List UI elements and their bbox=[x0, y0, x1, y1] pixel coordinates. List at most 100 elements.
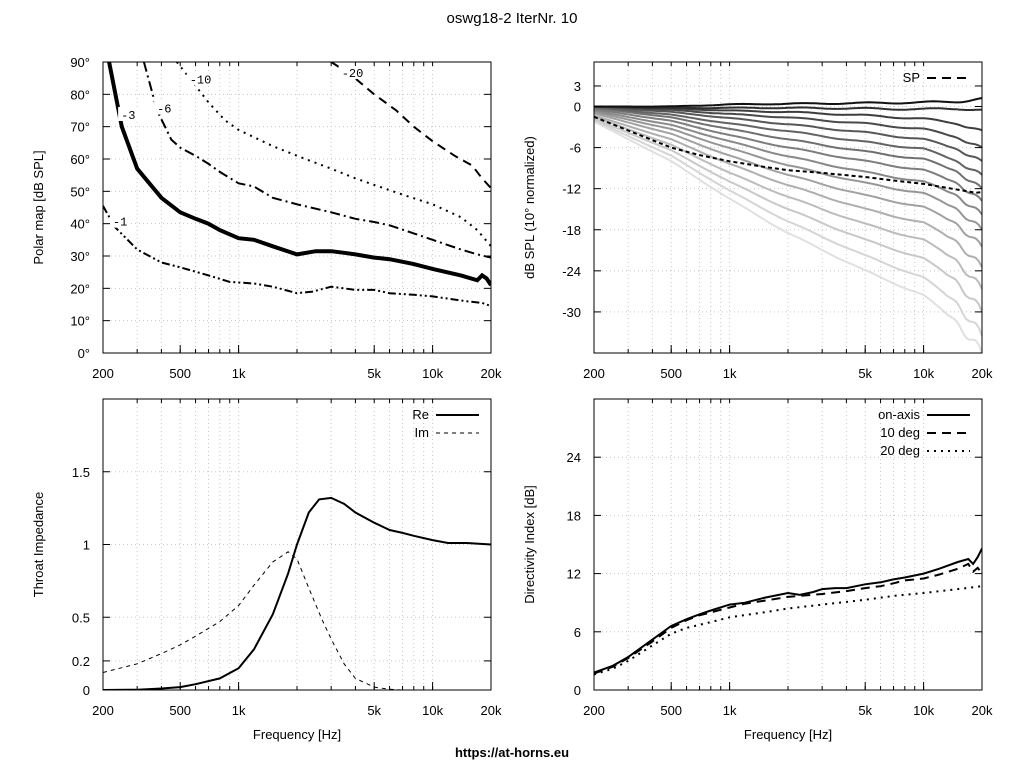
polar-angle-curve bbox=[594, 115, 982, 290]
spl-legend: SP bbox=[903, 70, 970, 85]
contour-label: -20 bbox=[342, 67, 364, 81]
polar-angle-curve bbox=[594, 111, 982, 231]
directivity-curves bbox=[594, 547, 982, 676]
polar-ticks: 0° 10° 20° 30° 40° 50° 60° 70° 80° 90° 200 500 1k 5k 1… bbox=[70, 55, 502, 381]
polar-angle-curve bbox=[594, 106, 982, 176]
contour-label-bg bbox=[338, 64, 368, 79]
impedance-real-curve bbox=[103, 496, 491, 690]
y-tick-label: 24 bbox=[567, 450, 581, 465]
contour-line bbox=[103, 205, 491, 308]
directivity-panel: 0 6 12 18 24 200 500 1k 5k 10k 20k on-axis 10 deg 20… bbox=[522, 398, 993, 742]
x-tick-label: 20k bbox=[481, 703, 502, 718]
impedance-ylabel: Throat Impedance bbox=[31, 492, 46, 598]
polar-curves bbox=[103, 62, 491, 308]
directivity-xlabel: Frequency [Hz] bbox=[744, 727, 832, 742]
polar-angle-curve bbox=[594, 112, 982, 248]
y-tick-label: 12 bbox=[567, 567, 581, 582]
polar-angle-curve bbox=[594, 105, 982, 162]
polar-angle-curve bbox=[594, 114, 982, 268]
polar-angle-curve bbox=[594, 105, 982, 111]
x-tick-label: 20k bbox=[481, 366, 502, 381]
contour-line bbox=[176, 62, 491, 247]
x-tick-label: 5k bbox=[367, 703, 381, 718]
x-tick-label: 10k bbox=[422, 703, 443, 718]
y-tick-label: -30 bbox=[562, 305, 581, 320]
contour-label-bg bbox=[109, 213, 131, 228]
y-tick-label: 1.5 bbox=[72, 465, 90, 480]
y-tick-label: 0 bbox=[574, 100, 581, 115]
y-tick-label: 0 bbox=[574, 683, 581, 698]
directivity-ticks: 0 6 12 18 24 200 500 1k 5k 10k 20k bbox=[567, 399, 993, 718]
directivity-legend: on-axis 10 deg 20 deg bbox=[878, 407, 970, 458]
x-tick-label: 20k bbox=[972, 366, 993, 381]
impedance-imag-curve bbox=[103, 551, 403, 690]
x-tick-label: 200 bbox=[92, 703, 114, 718]
impedance-ticks: 0 0.2 0.5 1 1.5 200 500 1k 5k 10k 20k bbox=[72, 399, 502, 718]
impedance-panel: 0 0.2 0.5 1 1.5 200 500 1k 5k 10k 20k Re Im Throat … bbox=[31, 398, 502, 742]
y-tick-label: 1 bbox=[83, 538, 90, 553]
polar-angle-curve bbox=[594, 105, 982, 149]
y-tick-label: 0.2 bbox=[72, 654, 90, 669]
directivity-curve bbox=[594, 585, 982, 676]
x-tick-label: 500 bbox=[169, 366, 191, 381]
contour-label-bg bbox=[186, 71, 216, 86]
y-tick-label: 0.5 bbox=[72, 610, 90, 625]
y-tick-label: 50° bbox=[70, 184, 90, 199]
y-tick-label: -18 bbox=[562, 223, 581, 238]
polar-contour-labels: -1 -3 -6 -10 -20 bbox=[109, 64, 368, 230]
y-tick-label: 18 bbox=[567, 508, 581, 523]
x-tick-label: 1k bbox=[723, 703, 737, 718]
figure-title: oswg18-2 IterNr. 10 bbox=[446, 10, 578, 27]
legend-label: Im bbox=[415, 425, 429, 440]
x-tick-label: 200 bbox=[583, 366, 605, 381]
directivity-curve bbox=[594, 562, 982, 675]
legend-label: 20 deg bbox=[880, 443, 920, 458]
contour-label: -6 bbox=[157, 103, 171, 117]
y-tick-label: 80° bbox=[70, 87, 90, 102]
y-tick-label: -6 bbox=[569, 141, 581, 156]
y-tick-label: 6 bbox=[574, 625, 581, 640]
y-tick-label: 70° bbox=[70, 120, 90, 135]
y-tick-label: 60° bbox=[70, 152, 90, 167]
contour-label: -10 bbox=[190, 73, 212, 87]
directivity-ylabel: Directivity Index [dB] bbox=[522, 485, 537, 604]
polar-angle-curve bbox=[594, 117, 982, 313]
x-tick-label: 10k bbox=[913, 703, 934, 718]
y-tick-label: 0° bbox=[78, 346, 90, 361]
legend-label: Re bbox=[412, 407, 429, 422]
y-tick-label: 40° bbox=[70, 217, 90, 232]
polar-angle-curve bbox=[594, 108, 982, 202]
impedance-curves bbox=[103, 496, 491, 690]
legend-label: 10 deg bbox=[880, 425, 920, 440]
impedance-xlabel: Frequency [Hz] bbox=[253, 727, 341, 742]
x-tick-label: 20k bbox=[972, 703, 993, 718]
polar-map-panel: -1 -3 -6 -10 -20 0° 10° 20° 30° 40° 50° 60° 70° 80° 9… bbox=[31, 55, 502, 381]
x-tick-label: 5k bbox=[367, 366, 381, 381]
legend-label: SP bbox=[903, 70, 920, 85]
x-tick-label: 500 bbox=[169, 703, 191, 718]
x-tick-label: 500 bbox=[660, 703, 682, 718]
x-tick-label: 1k bbox=[723, 366, 737, 381]
contour-line bbox=[107, 62, 491, 287]
x-tick-label: 1k bbox=[232, 366, 246, 381]
polar-angle-curve bbox=[594, 106, 982, 190]
y-tick-label: 20° bbox=[70, 281, 90, 296]
polar-ylabel: Polar map [dB SPL] bbox=[31, 150, 46, 264]
y-tick-label: 30° bbox=[70, 249, 90, 264]
y-tick-label: 0 bbox=[83, 683, 90, 698]
spl-curves bbox=[594, 97, 982, 353]
impedance-legend: Re Im bbox=[412, 407, 479, 440]
spl-panel: 3 0 -6 -12 -18 -24 -30 200 500 1k 5k 10k 20k SP dB S… bbox=[522, 61, 993, 381]
contour-label: -1 bbox=[113, 216, 127, 230]
x-tick-label: 10k bbox=[913, 366, 934, 381]
x-tick-label: 10k bbox=[422, 366, 443, 381]
directivity-curve bbox=[594, 547, 982, 674]
y-tick-label: 10° bbox=[70, 314, 90, 329]
legend-label: on-axis bbox=[878, 407, 920, 422]
footer-url: https://at-horns.eu bbox=[454, 745, 570, 760]
polar-angle-curve bbox=[594, 97, 982, 108]
x-tick-label: 1k bbox=[232, 703, 246, 718]
x-tick-label: 200 bbox=[92, 366, 114, 381]
y-tick-label: -24 bbox=[562, 264, 581, 279]
polar-angle-curve bbox=[594, 119, 982, 337]
